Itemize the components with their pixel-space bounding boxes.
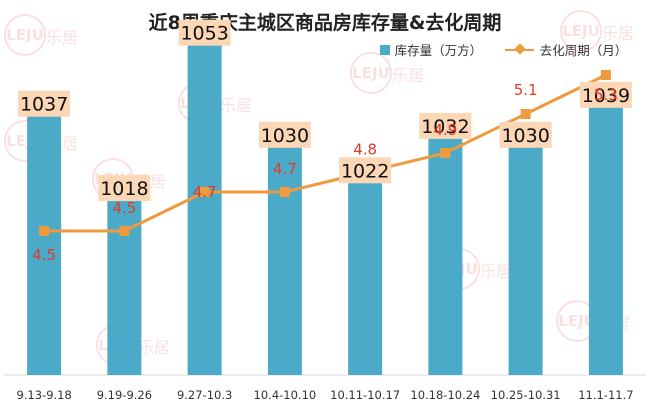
line-marker xyxy=(600,70,611,80)
line-marker xyxy=(119,226,130,236)
bar-value-label: 1030 xyxy=(261,125,309,147)
legend-bar-swatch xyxy=(380,44,390,55)
bar-label-box xyxy=(258,121,311,148)
x-tick-label: 10.4-10.10 xyxy=(254,388,317,402)
bar-value-label: 1053 xyxy=(180,23,228,45)
x-tick-label: 10.25-10.31 xyxy=(491,388,561,402)
legend-label-inventory: 库存量（万方） xyxy=(394,43,483,58)
line-marker xyxy=(520,109,531,119)
x-tick-label: 10.11-10.17 xyxy=(330,388,400,402)
watermark-logo: LEJU xyxy=(560,10,602,52)
bar-value-label: 1037 xyxy=(20,94,68,116)
line-value-label: 5.1 xyxy=(514,81,538,99)
bar-label-box xyxy=(499,121,552,148)
line-value-label: 4.9 xyxy=(433,121,457,139)
bar xyxy=(27,103,62,375)
watermark-text: 乐居 xyxy=(602,24,635,43)
bar-label-box xyxy=(419,112,472,139)
line-value-label: 4.5 xyxy=(32,246,56,264)
watermark-text: 乐居 xyxy=(392,66,425,85)
bar-label-box xyxy=(18,90,71,117)
line-value-label: 4.5 xyxy=(112,199,136,217)
bar-label-box xyxy=(339,157,392,184)
bar xyxy=(348,170,383,375)
x-tick-label: 9.13-9.18 xyxy=(16,388,71,402)
line-value-label: 4.7 xyxy=(193,183,217,201)
line-value-label: 5.3 xyxy=(594,86,618,104)
bar-label-box xyxy=(579,81,632,108)
line-marker xyxy=(440,148,451,158)
chart-title: 近8周重庆主城区商品房库存量&去化周期 xyxy=(148,12,502,34)
watermark-logo: LEJU xyxy=(4,14,46,56)
bar-value-label: 1018 xyxy=(100,178,148,200)
legend-line-swatch xyxy=(504,42,534,55)
x-tick-label: 9.27-10.3 xyxy=(177,388,232,402)
watermark-text: 乐居 xyxy=(138,338,171,357)
line-marker xyxy=(199,187,210,197)
line-value-label: 4.8 xyxy=(353,141,377,159)
x-tick-label: 11.1-11.7 xyxy=(578,388,633,402)
bar-label-box xyxy=(98,175,151,202)
bar xyxy=(428,125,463,375)
bar-value-label: 1022 xyxy=(341,160,389,182)
bar-label-box xyxy=(178,19,231,46)
bar xyxy=(107,188,142,375)
line-series xyxy=(44,73,607,233)
line-value-label: 4.7 xyxy=(273,160,297,178)
bar xyxy=(187,32,222,376)
bar xyxy=(588,94,623,375)
x-tick-label: 9.19-9.26 xyxy=(97,388,152,402)
legend-item-inventory: 库存量（万方） xyxy=(380,40,483,59)
x-tick-label: 10.18-10.24 xyxy=(410,388,480,402)
watermark-text: 乐居 xyxy=(220,96,253,115)
watermark-text: 乐居 xyxy=(480,262,513,281)
bar-value-label: 1039 xyxy=(582,85,630,107)
watermark-logo: LEJU xyxy=(350,52,392,94)
bar-value-label: 1030 xyxy=(501,125,549,147)
bar xyxy=(508,134,543,375)
watermark-text: 乐居 xyxy=(46,28,79,47)
line-marker xyxy=(279,187,290,197)
line-marker xyxy=(39,226,50,236)
bar xyxy=(267,134,302,375)
bar-value-label: 1032 xyxy=(421,116,469,138)
